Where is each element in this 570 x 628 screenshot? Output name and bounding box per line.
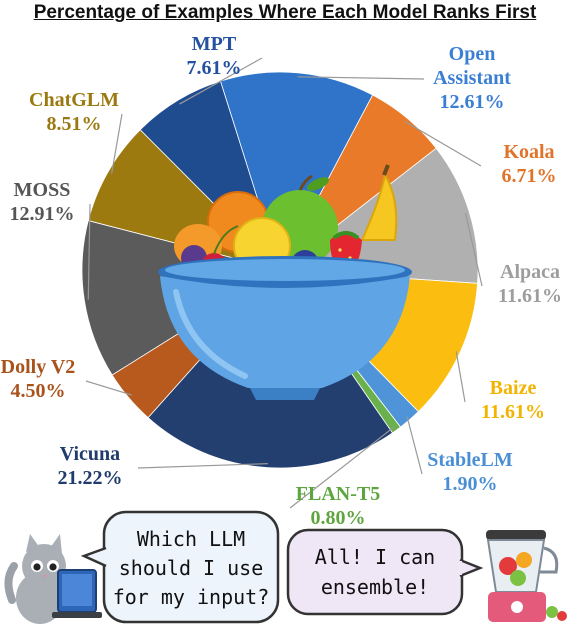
leader-line xyxy=(87,203,91,300)
slice-value-label: 6.71% xyxy=(502,165,557,187)
pie-slice-open-assistant xyxy=(219,71,374,272)
leader-line xyxy=(297,76,425,80)
slice-value-label: 12.61% xyxy=(440,91,505,113)
cat-with-laptop-icon xyxy=(4,534,102,624)
question-line: Which LLM xyxy=(137,527,245,551)
slice-value-label: 4.50% xyxy=(11,380,66,402)
blender-icon xyxy=(486,530,567,622)
leader-line xyxy=(289,426,395,509)
question-line: should I use xyxy=(119,556,264,580)
leader-line xyxy=(464,213,483,287)
slice-value-label: 21.22% xyxy=(58,467,123,489)
leader-line xyxy=(111,113,123,174)
slice-name-label: MPT xyxy=(192,33,237,55)
fruit-bowl-icon xyxy=(158,164,412,400)
slice-value-label: 8.51% xyxy=(47,113,102,135)
leader-lines xyxy=(85,57,483,509)
slice-value-label: 0.80% xyxy=(311,507,366,529)
answer-text: All! I can ensemble! xyxy=(315,545,435,599)
answer-line: All! I can xyxy=(315,545,435,569)
answer-line: ensemble! xyxy=(321,575,429,599)
slice-name-label: FLAN-T5 xyxy=(296,483,380,505)
question-line: for my input? xyxy=(113,585,270,609)
slice-name-label: Open xyxy=(449,43,496,65)
slice-name-label: StableLM xyxy=(427,449,513,471)
slice-name-label: MOSS xyxy=(14,179,71,201)
leader-line xyxy=(85,380,132,396)
slice-value-label: 12.91% xyxy=(10,203,75,225)
question-bubble xyxy=(80,510,280,624)
slice-value-label: 11.61% xyxy=(498,285,562,307)
slice-name-label: Alpaca xyxy=(500,261,560,283)
answer-bubble xyxy=(286,528,484,616)
slice-labels: OpenAssistant12.61%Koala6.71%Alpaca11.61… xyxy=(1,33,562,529)
slice-value-label: 1.90% xyxy=(443,473,498,495)
question-text: Which LLM should I use for my input? xyxy=(113,527,270,609)
slice-value-label: 11.61% xyxy=(481,401,545,423)
slice-name-label: Koala xyxy=(503,141,554,163)
slice-name-label: Baize xyxy=(490,377,537,399)
slice-name-label: Dolly V2 xyxy=(1,356,76,378)
slice-name-label: ChatGLM xyxy=(29,89,119,111)
leader-line xyxy=(404,120,482,167)
leader-line xyxy=(406,416,423,475)
leader-line xyxy=(137,463,268,469)
chart-title: Percentage of Examples Where Each Model … xyxy=(33,2,537,23)
slice-name-label: Assistant xyxy=(433,67,511,89)
slice-name-label: Vicuna xyxy=(60,443,120,465)
leader-line xyxy=(455,351,466,403)
leader-line xyxy=(179,57,263,105)
slice-value-label: 7.61% xyxy=(187,57,242,79)
